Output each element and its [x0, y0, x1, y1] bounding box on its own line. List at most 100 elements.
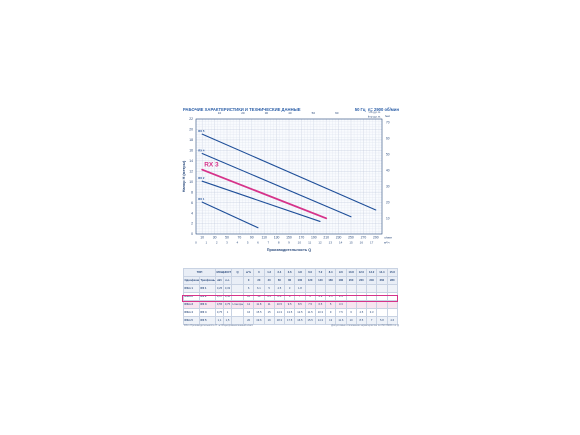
cell-head-value: 3.3	[335, 300, 347, 309]
cell-power-hp: 0,75	[223, 300, 233, 309]
y-tick-label: 0	[191, 232, 193, 236]
cell-head-value	[376, 292, 388, 301]
table-row: RXm 2 RX 2 0,37 0,50 10 10 9.5 8.8 8 7 6 4.9 3.5 2.4	[183, 292, 399, 301]
x-top-unit-2: Imp g.p.m.	[368, 115, 381, 119]
col-header-q-m3h: 0	[253, 268, 265, 277]
x-bottom-tick-label: 3	[226, 241, 228, 245]
cell-model-tri: RX 5	[198, 316, 217, 325]
cell-power-kw: 0,25	[215, 284, 225, 293]
col-header-q-lmin: 160	[325, 276, 337, 285]
x-bottom-tick-label: 1	[205, 241, 207, 245]
cell-head-value	[386, 292, 399, 301]
cell-model-mono: RXm 4	[183, 308, 200, 317]
col-header-q-lmin: 240	[366, 276, 378, 285]
plot-frame	[195, 118, 383, 235]
x-tick-label: 70	[238, 236, 242, 240]
cell-head-value: 6	[243, 284, 255, 293]
x-tick-label: 10	[200, 236, 204, 240]
table-row: RXm 4 RX 4 0,75 1 16 15.5 15 14.3 13.5 12.5 11.5 10…	[183, 308, 399, 317]
col-header-q-m3h: 7.2	[314, 268, 327, 277]
cell-head-value	[376, 300, 388, 309]
y-tick-label: 12	[189, 169, 193, 173]
cell-head-value: 15	[263, 308, 275, 317]
cell-head-value: 5	[263, 284, 275, 293]
cell-head-value: 6	[345, 308, 357, 317]
col-subheader: Однофазный	[183, 276, 200, 285]
series-line-rx-3	[201, 168, 328, 220]
cell-head-value: 4.6	[386, 316, 399, 325]
cell-head-value: 16	[243, 308, 255, 317]
cell-head-value: 9	[325, 308, 337, 317]
x-tick-label: 90	[250, 236, 254, 240]
x-tick-label: 290	[373, 236, 379, 240]
y-axis-title: Напор Н (метры)	[182, 160, 186, 192]
cell-head-value: 15.5	[304, 316, 316, 325]
cell-h-label	[231, 308, 245, 317]
cell-head-value: 7	[294, 292, 306, 301]
x-tick-label: 170	[299, 236, 305, 240]
col-header-q-m3h: 3.6	[284, 268, 296, 277]
cell-power-hp: 1	[223, 308, 233, 317]
cell-model-mono: RXm 1	[183, 284, 200, 293]
col-header-q-lmin: 20	[253, 276, 265, 285]
cell-model-tri: RX 3	[198, 300, 217, 309]
cell-head-value: 4.5	[273, 284, 286, 293]
x-bottom-tick-label: 15	[349, 241, 353, 245]
col-header-q-m3h: 8.4	[325, 268, 337, 277]
freq-label: 50 Гц	[354, 107, 366, 112]
cell-head-value: 12.5	[294, 308, 306, 317]
cell-head-value: 13.5	[284, 308, 296, 317]
cell-model-tri: RX 1	[198, 284, 217, 293]
cell-model-mono: RXm 2	[183, 292, 200, 301]
cell-head-value: 12	[243, 300, 255, 309]
col-header-q-lmin: 80	[284, 276, 296, 285]
cell-head-value: 8.8	[273, 292, 286, 301]
cell-power-kw: 0,75	[215, 308, 225, 317]
cell-power-kw: 0,37	[215, 292, 225, 301]
x-tick-label: 30	[213, 236, 217, 240]
col-header-type: ТИП	[182, 268, 217, 277]
y-tick-label: 8	[191, 190, 193, 194]
col-header-q-m3h: 9.6	[335, 268, 347, 277]
cell-model-mono: RXm 3	[183, 300, 200, 309]
x-tick-label: 110	[261, 236, 267, 240]
cell-head-value: 15.5	[253, 308, 265, 317]
x-bottom-tick-label: 8	[278, 241, 280, 245]
col-subheader: л.с.	[223, 276, 233, 285]
x-top-tick-label: 30	[265, 111, 269, 115]
col-header-q-m3h: 1.2	[263, 268, 275, 277]
col-header-q-m3h: 13.2	[366, 268, 378, 277]
x-bottom-tick-label: 17	[370, 241, 374, 245]
col-header-q-lmin: 120	[304, 276, 316, 285]
cell-head-value: 18.3	[273, 316, 286, 325]
series-label-rx-3: RX 3	[204, 162, 219, 169]
cell-head-value: 10.5	[273, 300, 286, 309]
y-tick-label: 10	[189, 180, 193, 184]
cell-head-value: 16.5	[294, 316, 306, 325]
x-bottom-tick-label: 12	[318, 241, 322, 245]
y-tick-label: 4	[191, 211, 193, 215]
col-header-q-lmin: 0	[243, 276, 255, 285]
x-bottom-tick-label: 5	[247, 241, 249, 245]
cell-head-value: 5	[325, 300, 337, 309]
series-label-rx-5: RX 5	[198, 129, 205, 133]
x-bottom-tick-label: 10	[298, 241, 302, 245]
y-tick-label: 18	[189, 138, 193, 142]
cell-head-value	[366, 300, 378, 309]
cell-head-value: 7.5	[304, 300, 316, 309]
cell-h-label: Н метры	[231, 300, 245, 309]
cell-head-value	[345, 292, 357, 301]
y-right-tick-label: 30	[386, 184, 390, 188]
y-right-tick-label: 10	[386, 216, 390, 220]
cell-head-value: 3	[284, 284, 296, 293]
cell-head-value: 3.3	[366, 308, 378, 317]
col-header-q-lmin: 220	[355, 276, 368, 285]
cell-head-value: 6.5	[314, 300, 327, 309]
x-tick-label: 50	[225, 236, 229, 240]
cell-model-tri: RX 4	[198, 308, 217, 317]
col-header-q-m3h: 4.8	[294, 268, 306, 277]
col-header-q-m3h: м³/ч	[243, 268, 255, 277]
